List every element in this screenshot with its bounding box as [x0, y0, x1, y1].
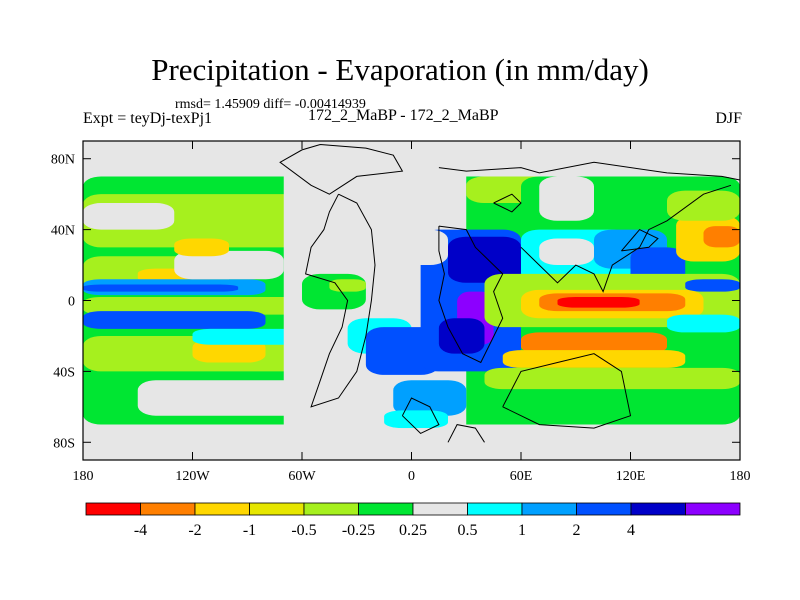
field-region [83, 428, 740, 460]
coastline [493, 193, 522, 213]
colorbar-label: -2 [188, 522, 201, 539]
colorbar-box [576, 502, 632, 516]
field-region [539, 176, 594, 221]
colorbar-label: -1 [243, 522, 256, 539]
field-region [83, 141, 740, 177]
colorbar-box [685, 502, 741, 516]
field-region [438, 318, 485, 354]
coastline [401, 397, 440, 435]
field-region [539, 238, 594, 266]
x-tick-label: 120E [616, 469, 646, 484]
field-region [393, 380, 467, 416]
colorbar-label: -0.5 [291, 522, 316, 539]
field-region [174, 250, 284, 280]
coastline [502, 353, 632, 429]
experiment-label: Expt = teyDj-texPj1 [83, 110, 213, 127]
y-tick-label: 0 [68, 295, 75, 310]
coastline [438, 161, 740, 181]
field-region [83, 296, 302, 315]
colorbar-box [521, 502, 577, 516]
field-region [329, 279, 366, 292]
field-region [667, 314, 740, 333]
colorbar-box [85, 502, 141, 516]
colorbar-box [358, 502, 414, 516]
x-tick-label: 180 [730, 469, 751, 484]
stats-label: rmsd= 1.45909 diff= -0.00414939 [175, 97, 366, 112]
coastline [447, 424, 485, 443]
colorbar-label: 1 [518, 522, 526, 539]
coastline-layer [279, 144, 740, 443]
x-tick-label: 180 [73, 469, 94, 484]
x-tick-label: 120W [175, 469, 210, 484]
field-region [685, 279, 740, 292]
y-tick-label: 80N [51, 153, 75, 168]
field-region [557, 296, 640, 308]
colorbar-box [467, 502, 523, 516]
field-region [192, 328, 302, 345]
field-region [83, 284, 239, 292]
colorbar-box [630, 502, 686, 516]
colorbar-box [303, 502, 359, 516]
field-region [174, 238, 229, 257]
x-tick-label: 60W [288, 469, 316, 484]
coastline [279, 144, 404, 195]
colorbar-label: -0.25 [342, 522, 375, 539]
experiment-names-label: 172_2_MaBP - 172_2_MaBP [308, 107, 499, 124]
colorbar-box [194, 502, 250, 516]
coastline [621, 228, 659, 252]
y-tick-label: 40N [51, 224, 75, 239]
coastline [305, 193, 376, 408]
colorbar-box [140, 502, 196, 516]
field-region [83, 311, 266, 329]
chart-title: Precipitation - Evaporation (in mm/day) [151, 52, 649, 87]
field-region [703, 226, 740, 248]
x-tick-label: 60E [510, 469, 533, 484]
field-region [502, 350, 686, 368]
map-field-layer [83, 141, 740, 460]
colorbar: -4 -2 -1 -0.5 -0.25 0.25 0.5 1 2 4 [85, 502, 741, 539]
field-region [667, 190, 740, 221]
field-region [384, 410, 448, 429]
field-region [393, 229, 448, 266]
field-region [302, 273, 366, 310]
field-region [521, 332, 667, 354]
colorbar-box [412, 502, 468, 516]
coastline [520, 184, 732, 293]
season-label: DJF [715, 110, 742, 127]
field-region [83, 203, 175, 230]
coastline [438, 225, 504, 364]
axis-layer: 180 120W 60W 0 60E 120E 180 80N 40N 0 40S 80S [51, 141, 751, 484]
field-region [484, 367, 740, 390]
field-region [448, 236, 521, 283]
colorbar-label: 0.25 [399, 522, 427, 539]
colorbar-label: 4 [627, 522, 635, 539]
colorbar-label: -4 [134, 522, 147, 539]
y-tick-label: 40S [53, 365, 75, 380]
field-region [192, 339, 266, 363]
colorbar-box [249, 502, 305, 516]
x-tick-label: 0 [408, 469, 415, 484]
y-tick-label: 80S [53, 436, 75, 451]
colorbar-label: 0.5 [458, 522, 478, 539]
colorbar-label: 2 [573, 522, 581, 539]
